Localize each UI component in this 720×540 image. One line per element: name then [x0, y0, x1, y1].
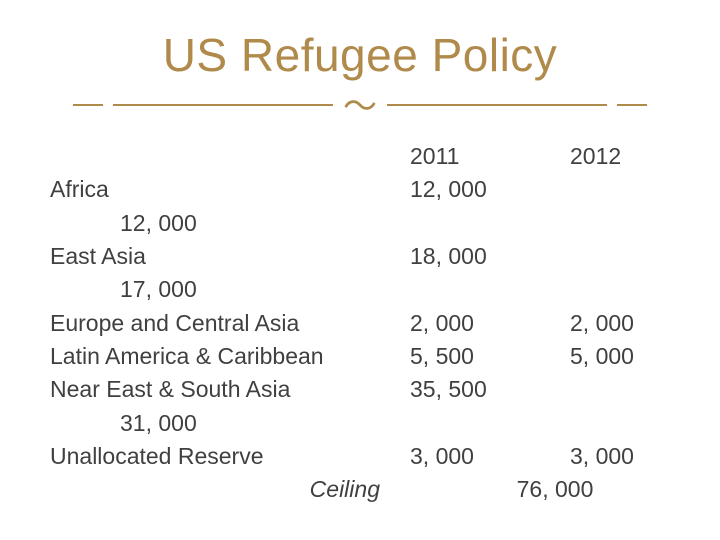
header-blank	[50, 140, 410, 173]
header-2012: 2012	[570, 140, 710, 173]
row-africa: Africa 12, 000	[50, 173, 670, 206]
label-near-east: Near East & South Asia	[50, 373, 410, 406]
east-asia-2012	[570, 240, 710, 273]
divider-segment-right-long	[387, 104, 607, 106]
africa-wrap-value: 12, 000	[50, 207, 480, 240]
europe-2012: 2, 000	[570, 307, 710, 340]
label-latam: Latin America & Caribbean	[50, 340, 410, 373]
label-unallocated: Unallocated Reserve	[50, 440, 410, 473]
row-ceiling: Ceiling 76, 000	[50, 473, 670, 506]
row-africa-wrap: 12, 000	[50, 207, 670, 240]
slide-title: US Refugee Policy	[0, 0, 720, 82]
unallocated-2011: 3, 000	[410, 440, 570, 473]
near-east-wrap-value: 31, 000	[50, 407, 480, 440]
label-africa: Africa	[50, 173, 410, 206]
header-row: 2011 2012	[50, 140, 670, 173]
africa-2012	[570, 173, 710, 206]
row-unallocated: Unallocated Reserve 3, 000 3, 000	[50, 440, 670, 473]
near-east-2011: 35, 500	[410, 373, 570, 406]
row-east-asia: East Asia 18, 000	[50, 240, 670, 273]
latam-2012: 5, 000	[570, 340, 710, 373]
slide: US Refugee Policy ～ 2011 2012 Africa 12,…	[0, 0, 720, 540]
europe-2011: 2, 000	[410, 307, 570, 340]
label-ceiling: Ceiling	[50, 473, 410, 506]
row-east-asia-wrap: 17, 000	[50, 273, 670, 306]
latam-2011: 5, 500	[410, 340, 570, 373]
divider-segment-right-short	[617, 104, 647, 106]
flourish-icon: ～	[343, 90, 377, 124]
divider-segment-left-long	[113, 104, 333, 106]
row-near-east-wrap: 31, 000	[50, 407, 670, 440]
label-europe: Europe and Central Asia	[50, 307, 410, 340]
ceiling-value: 76, 000	[410, 473, 670, 506]
content-area: 2011 2012 Africa 12, 000 12, 000 East As…	[0, 122, 720, 507]
row-latam: Latin America & Caribbean 5, 500 5, 000	[50, 340, 670, 373]
africa-2011: 12, 000	[410, 173, 570, 206]
east-asia-2011: 18, 000	[410, 240, 570, 273]
label-east-asia: East Asia	[50, 240, 410, 273]
row-europe: Europe and Central Asia 2, 000 2, 000	[50, 307, 670, 340]
unallocated-2012: 3, 000	[570, 440, 710, 473]
near-east-2012	[570, 373, 710, 406]
title-divider: ～	[0, 88, 720, 122]
header-2011: 2011	[410, 140, 570, 173]
row-near-east: Near East & South Asia 35, 500	[50, 373, 670, 406]
divider-segment-left-short	[73, 104, 103, 106]
east-asia-wrap-value: 17, 000	[50, 273, 480, 306]
